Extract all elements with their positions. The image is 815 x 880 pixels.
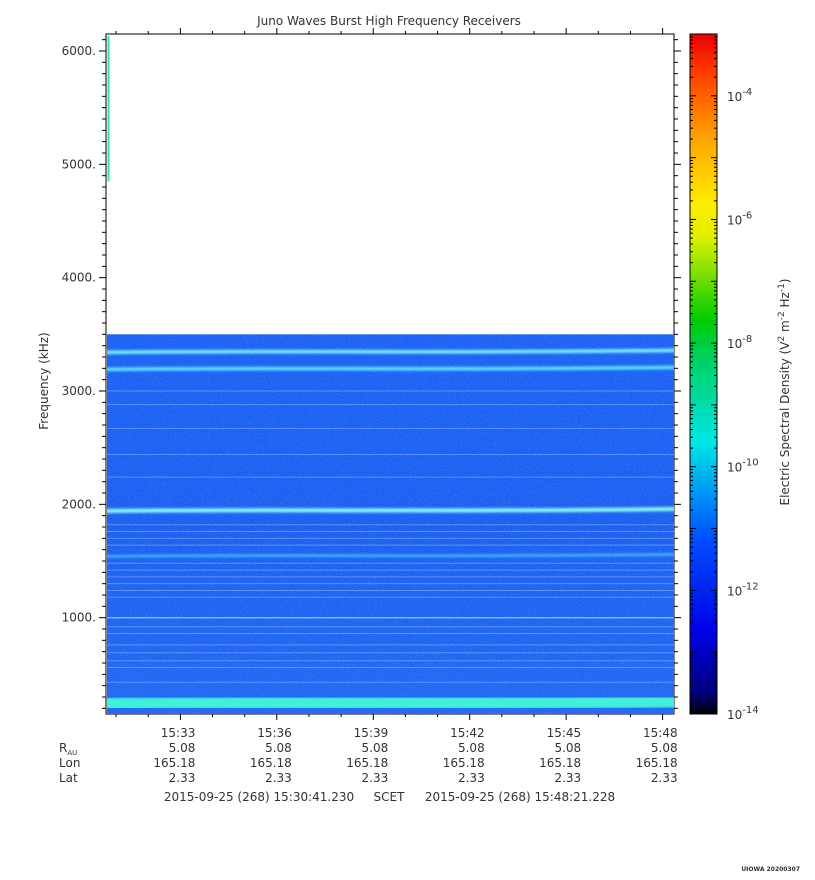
y-tick-label: 6000. [62, 44, 96, 58]
faint-line [107, 617, 674, 619]
ephemeris-value: 2.33 [265, 771, 292, 785]
ephemeris-value: 2.33 [651, 771, 678, 785]
time-system-label: SCET [374, 790, 406, 804]
ephemeris-value: 5.08 [169, 741, 196, 755]
ephemeris-row-label: Lat [59, 771, 78, 785]
ephemeris-value: 5.08 [651, 741, 678, 755]
ephemeris-value: 165.18 [539, 756, 581, 770]
ephemeris-value: 165.18 [346, 756, 388, 770]
y-tick-label: 3000. [62, 384, 96, 398]
time-range-end: 2015-09-25 (268) 15:48:21.228 [425, 790, 615, 804]
colorbar-tick-exponent: -8 [742, 334, 752, 345]
y-tick-label: 5000. [62, 157, 96, 171]
burst-streak [107, 36, 110, 182]
y-tick-label: 4000. [62, 271, 96, 285]
ephemeris-table: RAU 5.08 5.08 5.08 5.08 5.08 5.08 Lon 165.18 165.… [59, 741, 678, 785]
ephemeris-value: 2.33 [169, 771, 196, 785]
ephemeris-value: 2.33 [362, 771, 389, 785]
chart-title: Juno Waves Burst High Frequency Receiver… [256, 14, 521, 28]
y-axis: 1000. 2000. 3000. 4000. 5000. 6000. [62, 39, 681, 709]
y-tick-label: 1000. [62, 611, 96, 625]
ephemeris-row-label: Lon [59, 756, 80, 770]
x-tick-label: 15:48 [643, 726, 678, 740]
colorbar-tick-exponent: -10 [742, 458, 758, 469]
emission-band [106, 348, 675, 355]
colorbar-tick-exponent: -4 [742, 87, 752, 98]
ephemeris-value: 165.18 [250, 756, 292, 770]
emission-band [106, 695, 675, 710]
colorbar-tick-label: 10-12 [727, 581, 759, 598]
ephemeris-row-sublabel: AU [67, 749, 77, 757]
emission-band [106, 365, 675, 372]
colorbar-tick-exponent: -6 [742, 210, 752, 221]
y-axis-label: Frequency (kHz) [37, 332, 51, 429]
x-tick-label: 15:36 [257, 726, 292, 740]
x-tick-label: 15:39 [354, 726, 389, 740]
spectrogram-data [106, 36, 675, 714]
ephemeris-value: 165.18 [636, 756, 678, 770]
x-tick-label: 15:42 [450, 726, 485, 740]
colorbar-tick-exponent: -12 [742, 581, 758, 592]
emission-band [106, 507, 675, 513]
ephemeris-value: 2.33 [554, 771, 581, 785]
ephemeris-value: 165.18 [443, 756, 485, 770]
x-tick-label: 15:33 [161, 726, 196, 740]
colorbar-tick-label: 10-10 [727, 458, 759, 475]
plot-area [105, 33, 675, 715]
x-axis: 15:33 15:36 15:39 15:42 15:45 15:48 [115, 28, 678, 740]
colorbar: 10-4 10-6 10-8 10-10 10-12 10-14 Electric Spe… [689, 33, 792, 722]
x-tick-label: 15:45 [547, 726, 582, 740]
ephemeris-row-label: RAU [59, 741, 77, 757]
ephemeris-value: 165.18 [153, 756, 195, 770]
ephemeris-value: 5.08 [554, 741, 581, 755]
colorbar-gradient [689, 33, 718, 715]
colorbar-tick-label: 10-14 [727, 705, 759, 722]
colorbar-tick-label: 10-8 [727, 334, 752, 351]
colorbar-label: Electric Spectral Density (V2 m-2 Hz-1) [777, 278, 792, 505]
ephemeris-value: 5.08 [458, 741, 485, 755]
ephemeris-value: 5.08 [265, 741, 292, 755]
colorbar-tick-exponent: -14 [742, 705, 758, 716]
y-tick-label: 2000. [62, 497, 96, 511]
colorbar-tick-label: 10-4 [727, 87, 752, 104]
data-noise [107, 334, 674, 714]
ephemeris-value: 5.08 [362, 741, 389, 755]
ephemeris-value: 2.33 [458, 771, 485, 785]
time-range-start: 2015-09-25 (268) 15:30:41.230 [164, 790, 354, 804]
footer-tag: UIOWA 20200307 [741, 866, 800, 873]
emission-band [106, 553, 675, 558]
colorbar-tick-label: 10-6 [727, 210, 752, 227]
